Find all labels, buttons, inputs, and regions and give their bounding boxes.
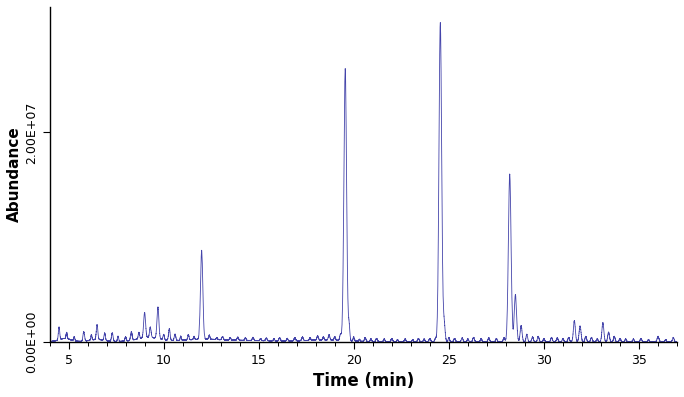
X-axis label: Time (min): Time (min) (313, 372, 414, 390)
Y-axis label: Abundance: Abundance (7, 126, 22, 222)
